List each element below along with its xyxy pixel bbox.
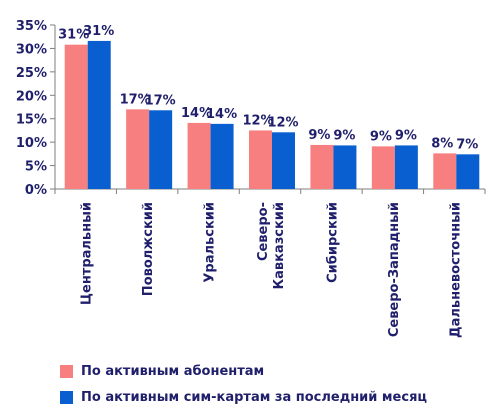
x-tick-label-line: Дальневосточный [448, 202, 463, 338]
x-tick-label-line: Кавказский [272, 202, 287, 290]
bar-active-sim-cards [210, 123, 234, 189]
x-tick-label: Центральный [80, 202, 95, 305]
bar-active-subscribers [310, 144, 334, 189]
data-label: 31% [58, 28, 89, 43]
x-tick-label: Поволжский [141, 202, 156, 296]
data-label: 9% [308, 128, 330, 143]
y-tick-label: 10% [16, 136, 47, 151]
x-tick-label: Северо-Кавказский [256, 202, 287, 290]
data-label: 12% [267, 115, 298, 130]
data-label: 12% [242, 113, 273, 128]
data-label: 8% [431, 136, 453, 151]
bar-active-sim-cards [333, 145, 357, 189]
y-tick-label: 25% [16, 66, 47, 81]
data-label: 9% [333, 128, 355, 143]
chart-legend: По активным абонентам По активным сим-ка… [60, 358, 427, 410]
data-label: 31% [83, 24, 114, 39]
x-tick-label-line: Северо- [256, 202, 271, 261]
x-tick-label: Северо-Западный [387, 202, 402, 337]
bar-active-sim-cards [272, 132, 295, 189]
bar-active-sim-cards [456, 154, 480, 189]
data-label: 17% [120, 92, 151, 107]
legend-swatch-active-subscribers [60, 364, 73, 378]
bar-active-sim-cards [87, 40, 111, 189]
data-label: 17% [145, 93, 176, 108]
legend-label-active-sim-cards: По активным сим-картам за последний меся… [81, 389, 428, 405]
y-tick-label: 35% [16, 19, 47, 34]
legend-item-active-subscribers: По активным абонентам [60, 358, 427, 384]
bar-active-sim-cards [394, 145, 418, 189]
bar-active-subscribers [64, 44, 88, 190]
data-label: 9% [370, 129, 392, 144]
bar-active-subscribers [433, 153, 457, 189]
x-tick-label: Уральский [203, 202, 218, 283]
bar-active-subscribers [249, 130, 272, 189]
y-tick-label: 0% [25, 183, 47, 198]
x-tick-label-line: Центральный [80, 202, 95, 305]
bar-active-subscribers [187, 122, 211, 189]
y-tick-label: 20% [16, 89, 47, 104]
x-tick-label-line: Уральский [203, 202, 218, 283]
x-tick-label-line: Поволжский [141, 202, 156, 296]
data-label: 14% [181, 106, 212, 121]
data-label: 7% [456, 137, 478, 152]
bar-active-subscribers [371, 146, 395, 189]
legend-label-active-subscribers: По активным абонентам [81, 363, 265, 379]
x-tick-label: Дальневосточный [448, 202, 463, 338]
y-tick-label: 30% [16, 42, 47, 57]
legend-item-active-sim-cards: По активным сим-картам за последний меся… [60, 384, 427, 410]
x-tick-label: Сибирский [325, 202, 340, 283]
data-label: 14% [206, 107, 237, 122]
bar-active-sim-cards [149, 110, 173, 189]
x-tick-label-line: Сибирский [325, 202, 340, 283]
y-tick-label: 5% [25, 160, 47, 175]
data-label: 9% [395, 128, 417, 143]
x-tick-label-line: Северо-Западный [387, 202, 402, 337]
y-tick-label: 15% [16, 113, 47, 128]
legend-swatch-active-sim-cards [60, 390, 73, 404]
bar-active-subscribers [126, 109, 150, 189]
